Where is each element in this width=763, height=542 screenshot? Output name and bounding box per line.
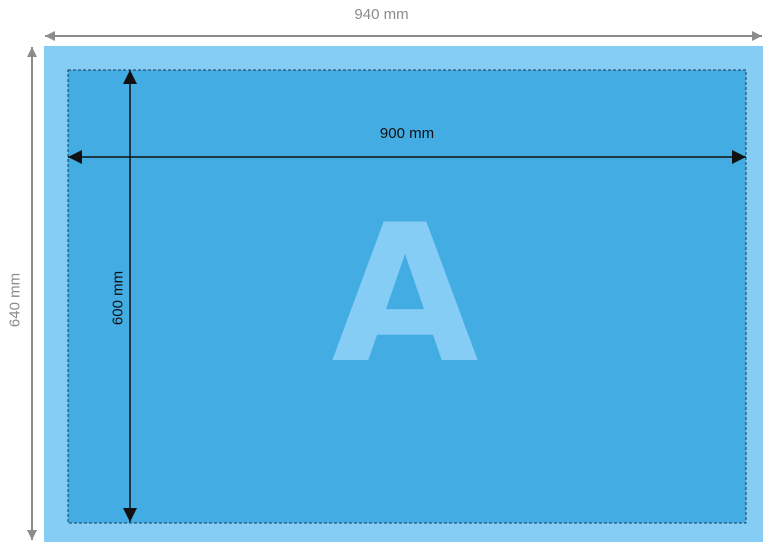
inner-width-label: 900 mm [379,125,435,142]
format-letter: A [331,184,479,405]
outer-width-label: 940 mm [354,6,409,23]
outer-height-label: 640 mm [6,272,24,328]
trim-dashed-line [67,69,747,524]
trim-area [68,70,746,523]
inner-height-label: 600 mm [109,270,127,326]
